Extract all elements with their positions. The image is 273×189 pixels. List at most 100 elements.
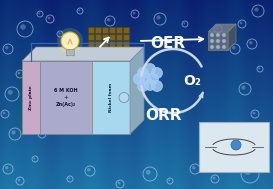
Circle shape xyxy=(144,64,156,74)
Circle shape xyxy=(222,33,226,37)
Bar xyxy=(102,27,108,33)
Circle shape xyxy=(133,74,144,84)
Circle shape xyxy=(118,182,120,184)
Circle shape xyxy=(119,92,129,102)
Circle shape xyxy=(144,80,156,91)
Circle shape xyxy=(240,22,242,24)
Bar xyxy=(123,48,129,54)
Text: OER: OER xyxy=(150,36,186,51)
Circle shape xyxy=(38,12,40,14)
Bar xyxy=(102,34,108,40)
Circle shape xyxy=(5,46,8,50)
Circle shape xyxy=(40,132,42,134)
Bar xyxy=(116,27,122,33)
Circle shape xyxy=(48,17,51,19)
Circle shape xyxy=(87,168,91,171)
Polygon shape xyxy=(208,24,236,32)
Bar xyxy=(95,48,101,54)
Bar xyxy=(66,49,74,55)
Circle shape xyxy=(147,74,159,84)
Circle shape xyxy=(216,39,220,43)
Circle shape xyxy=(58,32,60,34)
Circle shape xyxy=(133,12,135,14)
Text: 6 M KOH: 6 M KOH xyxy=(54,88,78,93)
Circle shape xyxy=(8,90,13,95)
Circle shape xyxy=(216,33,220,37)
Circle shape xyxy=(11,130,16,135)
Bar xyxy=(102,48,108,54)
Bar xyxy=(88,41,94,47)
Bar xyxy=(109,41,115,47)
Circle shape xyxy=(17,179,20,181)
Circle shape xyxy=(5,166,8,170)
Bar xyxy=(116,55,122,61)
Bar xyxy=(116,34,122,40)
Bar xyxy=(109,55,115,61)
Bar xyxy=(102,55,108,61)
Polygon shape xyxy=(130,47,144,134)
Bar xyxy=(95,27,101,33)
Circle shape xyxy=(210,45,214,49)
Circle shape xyxy=(57,28,83,54)
Circle shape xyxy=(183,22,185,24)
Circle shape xyxy=(156,15,161,20)
Circle shape xyxy=(152,81,162,91)
Bar xyxy=(109,34,115,40)
Circle shape xyxy=(146,170,151,175)
Text: Zn(Ac)₂: Zn(Ac)₂ xyxy=(56,102,76,107)
Circle shape xyxy=(216,27,218,29)
Bar xyxy=(88,27,94,33)
Circle shape xyxy=(259,151,263,154)
Polygon shape xyxy=(228,24,236,50)
Circle shape xyxy=(61,32,79,50)
Circle shape xyxy=(138,81,149,91)
Circle shape xyxy=(254,7,259,12)
Circle shape xyxy=(232,46,236,50)
Circle shape xyxy=(152,67,162,78)
Circle shape xyxy=(226,135,231,140)
Circle shape xyxy=(152,67,162,78)
Circle shape xyxy=(20,24,26,30)
Circle shape xyxy=(78,9,80,11)
Circle shape xyxy=(168,179,170,181)
Circle shape xyxy=(222,45,226,49)
Polygon shape xyxy=(40,61,92,134)
Polygon shape xyxy=(208,32,228,50)
Circle shape xyxy=(138,67,149,78)
Text: +: + xyxy=(64,95,68,100)
FancyBboxPatch shape xyxy=(199,122,269,172)
Circle shape xyxy=(152,81,162,91)
Text: Zinc plate: Zinc plate xyxy=(29,85,33,110)
Circle shape xyxy=(216,45,220,49)
Circle shape xyxy=(192,166,195,170)
Bar xyxy=(102,41,108,47)
Bar xyxy=(95,55,101,61)
Circle shape xyxy=(249,41,253,44)
Circle shape xyxy=(258,67,260,69)
Circle shape xyxy=(231,140,241,150)
Circle shape xyxy=(210,33,214,37)
Circle shape xyxy=(244,130,249,135)
Circle shape xyxy=(222,39,226,43)
Text: ORR: ORR xyxy=(145,108,181,123)
Circle shape xyxy=(210,39,214,43)
Polygon shape xyxy=(22,47,144,61)
Circle shape xyxy=(147,74,159,84)
Circle shape xyxy=(133,74,144,84)
Bar xyxy=(123,27,129,33)
Circle shape xyxy=(3,112,5,114)
Bar xyxy=(88,48,94,54)
Circle shape xyxy=(144,80,156,91)
Circle shape xyxy=(138,81,149,91)
Circle shape xyxy=(107,18,111,22)
Bar xyxy=(109,48,115,54)
Circle shape xyxy=(33,157,35,159)
Circle shape xyxy=(141,74,152,84)
Bar xyxy=(123,55,129,61)
Circle shape xyxy=(17,72,20,74)
Bar xyxy=(88,34,94,40)
Bar xyxy=(123,34,129,40)
Text: Nickel foam: Nickel foam xyxy=(109,83,113,112)
Circle shape xyxy=(68,177,70,179)
Polygon shape xyxy=(22,61,40,134)
